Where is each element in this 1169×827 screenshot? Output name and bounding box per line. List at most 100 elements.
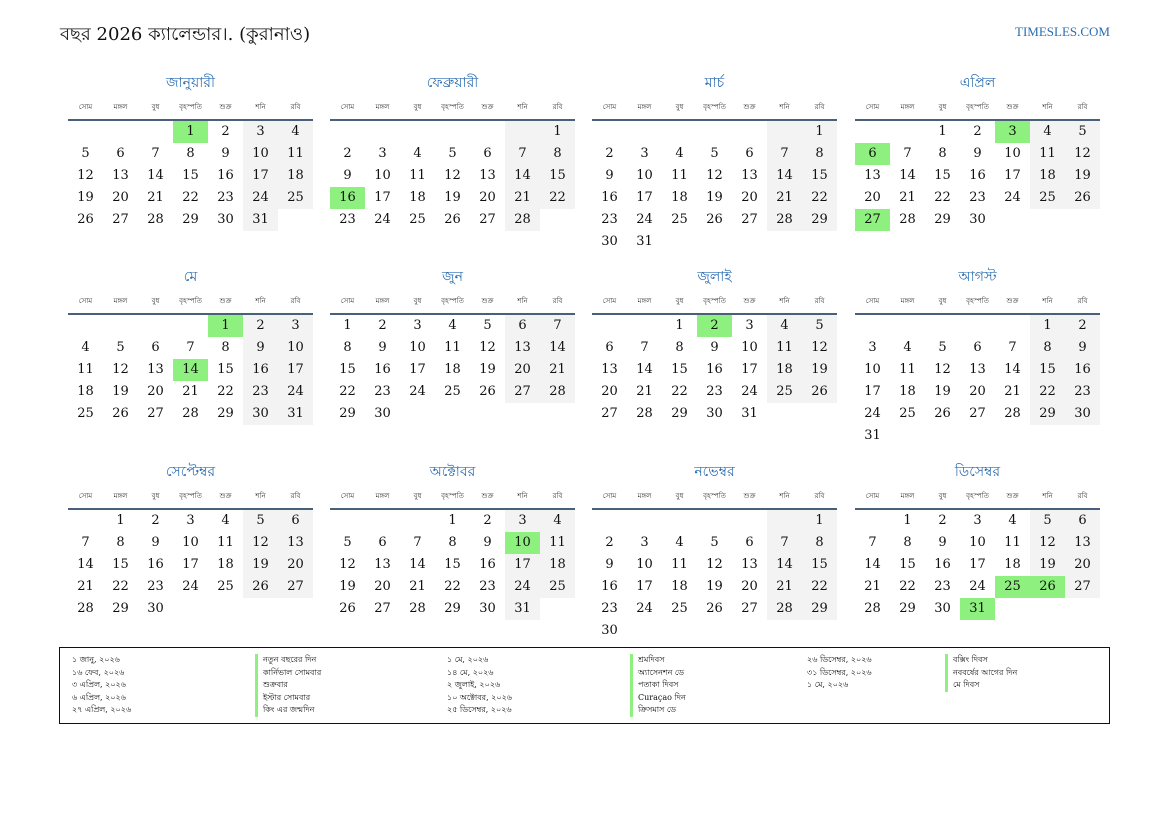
month-name: নভেম্বর: [694, 464, 735, 480]
day-cell: 5: [1030, 510, 1065, 532]
month-block: জুন সোম মঙ্গল বুধ বৃহস্পতি শুক্র শনি রবি 1 2 3 4 5 6 7…: [330, 267, 575, 425]
empty-day-cell: [173, 315, 208, 337]
day-cell: 15: [444, 557, 461, 572]
day-cell: 21: [540, 359, 575, 381]
day-cell: 27: [112, 212, 129, 227]
day-cell: 12: [112, 362, 129, 377]
empty-day-cell: [592, 315, 627, 337]
day-cell: 2: [483, 513, 492, 528]
day-cell: 27: [741, 212, 758, 227]
day-cell: 24: [182, 579, 199, 594]
day-cell: 11: [1004, 535, 1021, 550]
day-cell: 24: [1004, 190, 1021, 205]
day-cell: 2: [1065, 315, 1100, 337]
day-cell: 5: [343, 535, 352, 550]
day-cell: 31: [741, 406, 758, 421]
empty-day-cell: [925, 315, 960, 337]
day-cell: 9: [221, 146, 230, 161]
day-cell: 20: [112, 190, 129, 205]
weekday-header: সোম মঙ্গল বুধ বৃহস্পতি শুক্র শনি রবি: [855, 289, 1100, 315]
empty-day-cell: [1065, 598, 1100, 620]
legend-holiday-name: কার্নিভাল সোমবার: [255, 666, 445, 680]
month-block: অক্টোবর সোম মঙ্গল বুধ বৃহস্পতি শুক্র শনি রবি 1 2 3…: [330, 462, 575, 620]
day-cell: 26: [1065, 187, 1100, 209]
weekday-label: শুক্র: [1006, 492, 1019, 500]
weekday-label: রবি: [552, 492, 563, 500]
legend-holiday-name: পতাকা দিবস: [630, 679, 805, 692]
day-cell: 6: [745, 535, 754, 550]
weekday-label: বুধ: [675, 103, 684, 111]
day-cell: 13: [741, 168, 758, 183]
day-cell: 12: [1065, 143, 1100, 165]
weekday-label: শুক্র: [481, 297, 494, 305]
day-cell: 12: [706, 168, 723, 183]
day-cell: 1: [802, 121, 837, 143]
day-cell: 17: [741, 362, 758, 377]
day-cell: 4: [448, 318, 457, 333]
holiday-legend: ১ জানু, ২০২৬ নতুন বছরের দিন ১ মে, ২০২৬ শ্রম…: [59, 647, 1110, 724]
day-cell: 12: [444, 168, 461, 183]
day-cell: 17: [864, 384, 881, 399]
empty-day-cell: [855, 315, 890, 337]
day-cell: 25: [217, 579, 234, 594]
day-cell: 30: [601, 623, 618, 638]
legend-holiday-name: নববর্ষের আগের দিন: [945, 666, 1095, 680]
day-cell: 31: [960, 598, 995, 620]
empty-day-cell: [767, 510, 802, 532]
day-cell: 24: [864, 406, 881, 421]
day-grid: 1 2 3 4 5 6 7 8 9 10 11 12 13 14 15 16 17 18 19 20 21 22 23 24 2…: [855, 315, 1100, 447]
day-cell: 27: [374, 601, 391, 616]
day-cell: 27: [969, 406, 986, 421]
day-cell: 22: [112, 579, 129, 594]
day-cell: 1: [173, 121, 208, 143]
weekday-label: শনি: [779, 297, 790, 305]
day-cell: 17: [182, 557, 199, 572]
day-cell: 19: [802, 359, 837, 381]
day-cell: 9: [483, 535, 492, 550]
empty-day-cell: [697, 121, 732, 143]
empty-day-cell: [1065, 425, 1100, 447]
day-cell: 6: [605, 340, 614, 355]
weekday-label: শনি: [255, 492, 266, 500]
day-cell: 4: [1008, 513, 1017, 528]
empty-day-cell: [662, 121, 697, 143]
legend-holiday-name: ইস্টার সোমবার: [255, 691, 445, 705]
day-cell: 25: [278, 187, 313, 209]
day-cell: 24: [636, 212, 653, 227]
day-grid: 1 2 3 4 5 6 7 8 9 10 11 12 13 14 15 16 17 18 19 20 21 22 23 24 2…: [592, 510, 837, 642]
weekday-label: শনি: [255, 103, 266, 111]
day-cell: 10: [505, 532, 540, 554]
empty-day-cell: [365, 510, 400, 532]
day-cell: 29: [934, 212, 951, 227]
day-cell: 23: [147, 579, 164, 594]
day-grid: 1 2 3 4 5 6 7 8 9 10 11 12 13 14 15 16 17 18 19 20 21 22 23 24 2…: [330, 315, 575, 425]
day-cell: 15: [899, 557, 916, 572]
empty-day-cell: [208, 598, 243, 620]
empty-day-cell: [103, 121, 138, 143]
day-cell: 8: [903, 535, 912, 550]
legend-date: ১৬ ফেব, ২০২৬: [72, 667, 125, 677]
day-cell: 9: [973, 146, 982, 161]
weekday-label: সোম: [340, 297, 355, 305]
day-cell: 22: [802, 576, 837, 598]
weekday-label: শনি: [779, 103, 790, 111]
empty-day-cell: [995, 209, 1030, 231]
site-link[interactable]: TIMESLES.COM: [1015, 24, 1110, 39]
weekday-label: শুক্র: [743, 297, 756, 305]
day-cell: 18: [217, 557, 234, 572]
day-cell: 1: [448, 513, 457, 528]
empty-day-cell: [627, 620, 662, 642]
day-grid: 1 2 3 4 5 6 7 8 9 10 11 12 13 14 15 16 17 18 19 20 21 22 23 24 2…: [330, 121, 575, 231]
day-cell: 19: [706, 579, 723, 594]
day-cell: 19: [243, 554, 278, 576]
day-cell: 18: [77, 384, 94, 399]
day-cell: 27: [601, 406, 618, 421]
weekday-label: বুধ: [938, 492, 947, 500]
empty-day-cell: [540, 209, 575, 231]
day-cell: 14: [409, 557, 426, 572]
day-cell: 2: [697, 315, 732, 337]
legend-grid: ১ জানু, ২০২৬ নতুন বছরের দিন ১ মে, ২০২৬ শ্রম…: [70, 654, 1099, 717]
day-cell: 12: [802, 337, 837, 359]
day-cell: 19: [112, 384, 129, 399]
day-cell: 20: [147, 384, 164, 399]
